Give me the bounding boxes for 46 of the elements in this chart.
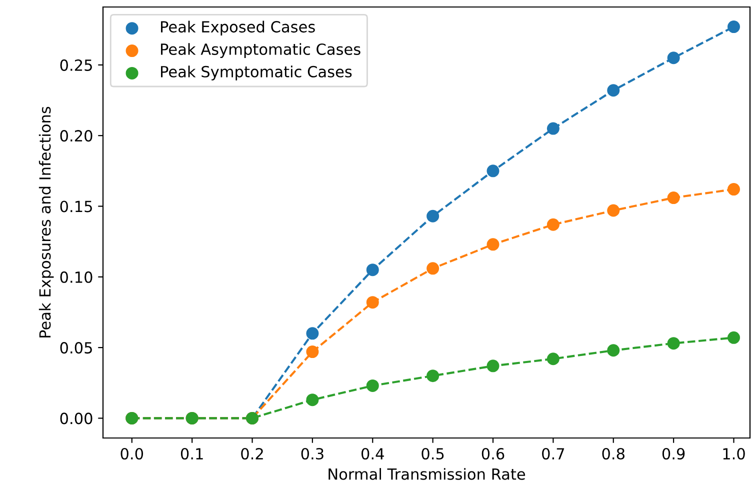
y-tick-label: 0.05 bbox=[60, 342, 92, 354]
point bbox=[728, 331, 740, 344]
x-tick-label: 0.5 bbox=[422, 448, 444, 460]
y-tick-label: 0.20 bbox=[60, 130, 92, 142]
point bbox=[426, 370, 440, 382]
x-tick-label: 0.3 bbox=[301, 448, 324, 460]
x-tick-label: 0.9 bbox=[662, 448, 685, 460]
point bbox=[486, 238, 500, 251]
point bbox=[306, 346, 319, 358]
x-tick-label: 0.2 bbox=[241, 448, 263, 460]
x-tick-label: 0.1 bbox=[180, 448, 203, 460]
y-tick-label: 0.10 bbox=[60, 271, 92, 283]
point bbox=[366, 379, 379, 392]
x-axis-title: Normal Transmission Rate bbox=[328, 468, 526, 480]
point bbox=[667, 192, 680, 204]
point bbox=[486, 164, 500, 178]
x-tick-label: 0.8 bbox=[602, 448, 624, 460]
x-tick-label: 0.7 bbox=[542, 448, 564, 460]
legend-label: Peak Exposed Cases bbox=[161, 20, 315, 36]
x-tick-label: 1.0 bbox=[723, 448, 745, 460]
y-axis-title: Peak Exposures and Infections bbox=[38, 106, 54, 338]
x-tick-label: 0.0 bbox=[120, 448, 144, 460]
point bbox=[607, 344, 620, 357]
point bbox=[546, 352, 560, 366]
point bbox=[306, 327, 319, 340]
point bbox=[306, 394, 319, 406]
point bbox=[546, 122, 560, 135]
x-tick-label: 0.4 bbox=[361, 448, 384, 460]
point bbox=[426, 210, 440, 222]
point bbox=[366, 296, 379, 309]
y-tick-label: 0.25 bbox=[60, 59, 92, 71]
point bbox=[366, 264, 379, 276]
point bbox=[607, 204, 620, 217]
x-tick-label: 0.6 bbox=[482, 448, 504, 460]
point bbox=[667, 337, 680, 350]
point bbox=[426, 262, 440, 275]
point bbox=[728, 20, 740, 34]
point bbox=[607, 84, 620, 97]
y-tick-label: 0.00 bbox=[60, 412, 92, 424]
y-tick-label: 0.15 bbox=[60, 200, 92, 212]
point bbox=[546, 218, 560, 231]
point bbox=[667, 52, 680, 64]
legend-label: Peak Asymptomatic Cases bbox=[161, 43, 360, 58]
point bbox=[486, 360, 500, 372]
legend-label: Peak Symptomatic Cases bbox=[161, 66, 352, 80]
point bbox=[728, 183, 740, 196]
